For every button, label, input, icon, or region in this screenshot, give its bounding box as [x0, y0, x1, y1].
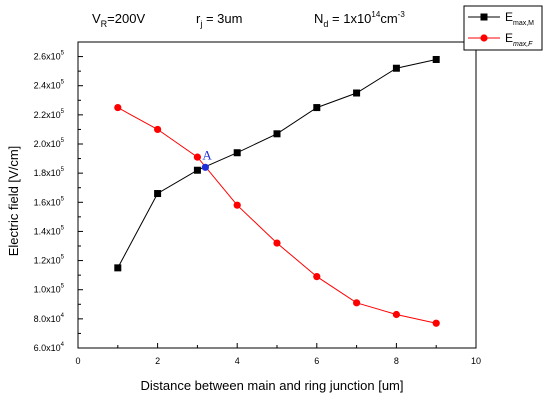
- series-layer: [114, 55, 440, 327]
- y-tick-label: 2.2x105: [34, 109, 65, 120]
- header-vr: VR=200V: [92, 11, 145, 29]
- data-point: [432, 319, 440, 327]
- data-point: [273, 130, 281, 138]
- y-tick-label: 2.0x105: [34, 138, 65, 149]
- data-point: [154, 125, 162, 134]
- annotation-label: A: [202, 147, 212, 162]
- y-axis-title: Electric field [V/cm]: [6, 146, 21, 257]
- data-point: [313, 104, 321, 112]
- y-tick-label: 1.0x105: [34, 284, 65, 295]
- data-point: [432, 55, 440, 63]
- data-point: [114, 264, 122, 272]
- data-point: [154, 190, 162, 198]
- data-point: [313, 273, 321, 281]
- data-point: [273, 239, 281, 247]
- legend-marker-m: [480, 13, 488, 21]
- y-tick-label: 1.4x105: [34, 225, 65, 236]
- data-point: [233, 149, 241, 157]
- x-tick-label: 6: [314, 356, 319, 366]
- data-point: [353, 299, 361, 307]
- data-point: [114, 103, 122, 112]
- x-axis-title: Distance between main and ring junction …: [140, 378, 403, 393]
- data-point: [353, 89, 361, 97]
- x-tick-label: 8: [394, 356, 399, 366]
- legend-marker-f: [480, 34, 488, 42]
- y-tick-label: 1.2x105: [34, 255, 65, 266]
- header-rj: rj = 3um: [196, 11, 242, 29]
- y-tick-label: 2.4x105: [34, 80, 65, 91]
- y-tick-label: 1.8x105: [34, 167, 65, 178]
- x-tick-label: 10: [471, 356, 481, 366]
- legend-box: [463, 5, 543, 51]
- data-point: [392, 64, 400, 72]
- annotation-point: [201, 163, 209, 171]
- data-point: [193, 153, 201, 161]
- legend-label-m: Emax,M: [505, 10, 534, 27]
- annotation-layer: A: [201, 147, 212, 171]
- x-tick-label: 4: [235, 356, 240, 366]
- y-tick-label: 2.6x105: [34, 51, 65, 62]
- x-tick-label: 2: [155, 356, 160, 366]
- y-tick-label: 1.6x105: [34, 196, 65, 207]
- x-tick-labels: 0 2 4 6 8 10: [75, 356, 481, 366]
- plot-frame: [77, 41, 477, 349]
- data-point: [392, 310, 400, 319]
- y-tick-label: 8.0x104: [34, 313, 65, 324]
- data-point: [193, 166, 201, 174]
- axis-ticks: [77, 41, 477, 349]
- y-tick-labels: 6.0x104 8.0x104 1.0x105 1.2x105 1.4x105 1.6x1…: [34, 51, 65, 353]
- header-nd: Nd = 1x1014cm-3: [314, 10, 405, 29]
- legend: Emax,M Emax,F: [463, 5, 543, 51]
- y-tick-label: 6.0x104: [34, 342, 65, 353]
- x-tick-label: 0: [75, 356, 80, 366]
- data-point: [233, 201, 241, 209]
- legend-label-f: Emax,F: [505, 31, 533, 48]
